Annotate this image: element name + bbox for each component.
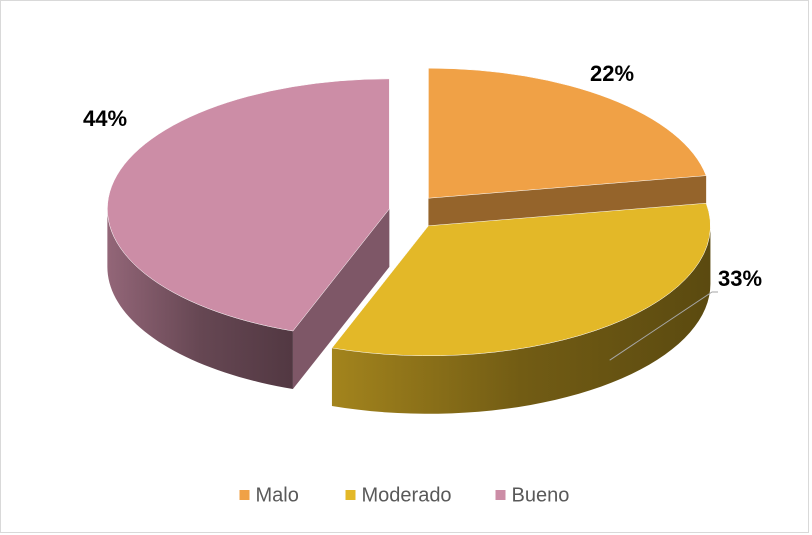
data-label: 33%	[718, 266, 762, 291]
data-label: 44%	[83, 106, 127, 131]
slice-top	[428, 67, 707, 199]
slice-cut-face	[292, 208, 390, 390]
slice-top	[107, 78, 390, 332]
legend-swatch	[345, 490, 356, 500]
slice-wall	[107, 208, 293, 390]
legend-swatch	[495, 490, 506, 500]
legend-swatch	[239, 490, 250, 500]
slice-wall	[331, 225, 711, 414]
leader-line	[609, 291, 718, 361]
slice	[107, 78, 390, 390]
data-label: 22%	[590, 61, 634, 86]
slice	[331, 202, 711, 414]
legend-label: Moderado	[362, 484, 452, 506]
legend-label: Malo	[256, 484, 299, 506]
legend-label: Bueno	[512, 484, 570, 506]
slice-top	[331, 202, 711, 357]
